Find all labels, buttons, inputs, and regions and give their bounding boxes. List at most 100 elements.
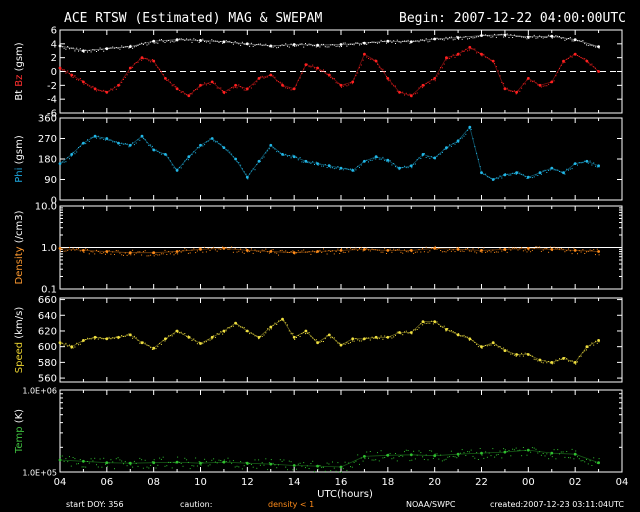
noise-dot bbox=[427, 41, 429, 43]
noise-dot bbox=[173, 462, 175, 463]
noise-dot bbox=[562, 62, 564, 64]
noise-dot bbox=[240, 248, 242, 250]
noise-dot bbox=[178, 166, 180, 168]
noise-dot bbox=[139, 139, 141, 141]
noise-dot bbox=[596, 166, 598, 168]
noise-dot bbox=[231, 87, 233, 89]
noise-dot bbox=[314, 164, 315, 165]
y-tick-label: 0.1 bbox=[41, 285, 57, 296]
noise-dot bbox=[173, 167, 175, 169]
noise-dot bbox=[299, 43, 301, 45]
noise-dot bbox=[272, 462, 274, 464]
noise-dot bbox=[283, 459, 285, 461]
data-point bbox=[234, 83, 238, 87]
data-point bbox=[421, 83, 425, 87]
noise-dot bbox=[281, 318, 283, 320]
x-tick-label: 12 bbox=[241, 477, 254, 488]
noise-dot bbox=[540, 36, 542, 38]
noise-dot bbox=[321, 70, 323, 72]
noise-dot bbox=[506, 87, 508, 89]
noise-dot bbox=[150, 254, 152, 256]
noise-dot bbox=[60, 69, 61, 71]
noise-dot bbox=[404, 40, 405, 42]
noise-dot bbox=[513, 173, 515, 175]
noise-dot bbox=[368, 337, 369, 339]
noise-dot bbox=[449, 248, 451, 250]
noise-dot bbox=[589, 64, 591, 66]
noise-dot bbox=[382, 457, 384, 459]
noise-dot bbox=[546, 36, 548, 38]
noise-dot bbox=[393, 85, 395, 87]
noise-dot bbox=[402, 334, 404, 336]
noise-dot bbox=[337, 45, 339, 47]
noise-dot bbox=[126, 334, 128, 336]
noise-dot bbox=[247, 251, 249, 253]
footer-start-doy: start DOY: 356 bbox=[66, 500, 124, 509]
noise-dot bbox=[312, 161, 314, 163]
noise-dot bbox=[566, 168, 568, 170]
noise-dot bbox=[526, 251, 528, 253]
noise-dot bbox=[508, 450, 510, 451]
y-tick-label: 620 bbox=[38, 326, 57, 337]
noise-dot bbox=[537, 175, 539, 176]
noise-dot bbox=[510, 353, 512, 355]
footer-created: created:2007-12-23 03:11:04UTC bbox=[490, 500, 624, 509]
noise-dot bbox=[407, 251, 409, 253]
noise-dot bbox=[243, 171, 245, 173]
noise-dot bbox=[402, 40, 404, 42]
noise-dot bbox=[151, 41, 153, 43]
noise-dot bbox=[106, 252, 108, 254]
noise-dot bbox=[245, 173, 247, 175]
noise-dot bbox=[216, 87, 218, 89]
noise-dot bbox=[99, 458, 101, 460]
noise-dot bbox=[198, 41, 200, 43]
noise-dot bbox=[589, 160, 591, 162]
noise-dot bbox=[504, 449, 506, 451]
noise-dot bbox=[488, 176, 490, 178]
noise-dot bbox=[560, 37, 562, 39]
noise-dot bbox=[97, 135, 99, 137]
noise-dot bbox=[76, 463, 78, 465]
noise-dot bbox=[189, 468, 191, 470]
noise-dot bbox=[593, 45, 595, 47]
noise-dot bbox=[112, 461, 114, 463]
noise-dot bbox=[299, 462, 301, 464]
noise-dot bbox=[470, 128, 472, 130]
noise-dot bbox=[405, 167, 407, 169]
noise-dot bbox=[178, 38, 180, 40]
noise-dot bbox=[595, 461, 596, 463]
noise-dot bbox=[121, 254, 123, 256]
noise-dot bbox=[196, 40, 198, 42]
noise-dot bbox=[278, 254, 279, 256]
noise-dot bbox=[470, 48, 472, 50]
noise-dot bbox=[405, 251, 407, 253]
noise-dot bbox=[364, 458, 366, 460]
noise-dot bbox=[405, 449, 407, 451]
noise-dot bbox=[234, 41, 236, 43]
noise-dot bbox=[539, 35, 541, 37]
noise-dot bbox=[108, 250, 110, 252]
noise-dot bbox=[159, 254, 161, 256]
noise-dot bbox=[108, 90, 110, 92]
noise-dot bbox=[187, 39, 189, 41]
noise-dot bbox=[267, 469, 269, 471]
noise-dot bbox=[513, 90, 515, 92]
noise-dot bbox=[274, 148, 276, 150]
noise-dot bbox=[485, 56, 487, 58]
noise-dot bbox=[196, 88, 198, 90]
y-axis-label-part: (/cm3) bbox=[14, 210, 25, 246]
noise-dot bbox=[553, 246, 555, 248]
data-point bbox=[433, 247, 437, 250]
noise-dot bbox=[366, 337, 368, 339]
noise-dot bbox=[330, 470, 332, 472]
noise-dot bbox=[481, 347, 483, 349]
noise-dot bbox=[386, 42, 387, 44]
noise-dot bbox=[193, 38, 195, 40]
noise-dot bbox=[74, 75, 76, 77]
noise-dot bbox=[169, 41, 171, 43]
noise-dot bbox=[589, 460, 591, 462]
data-point bbox=[175, 329, 179, 333]
noise-dot bbox=[297, 45, 299, 47]
noise-dot bbox=[135, 142, 137, 144]
